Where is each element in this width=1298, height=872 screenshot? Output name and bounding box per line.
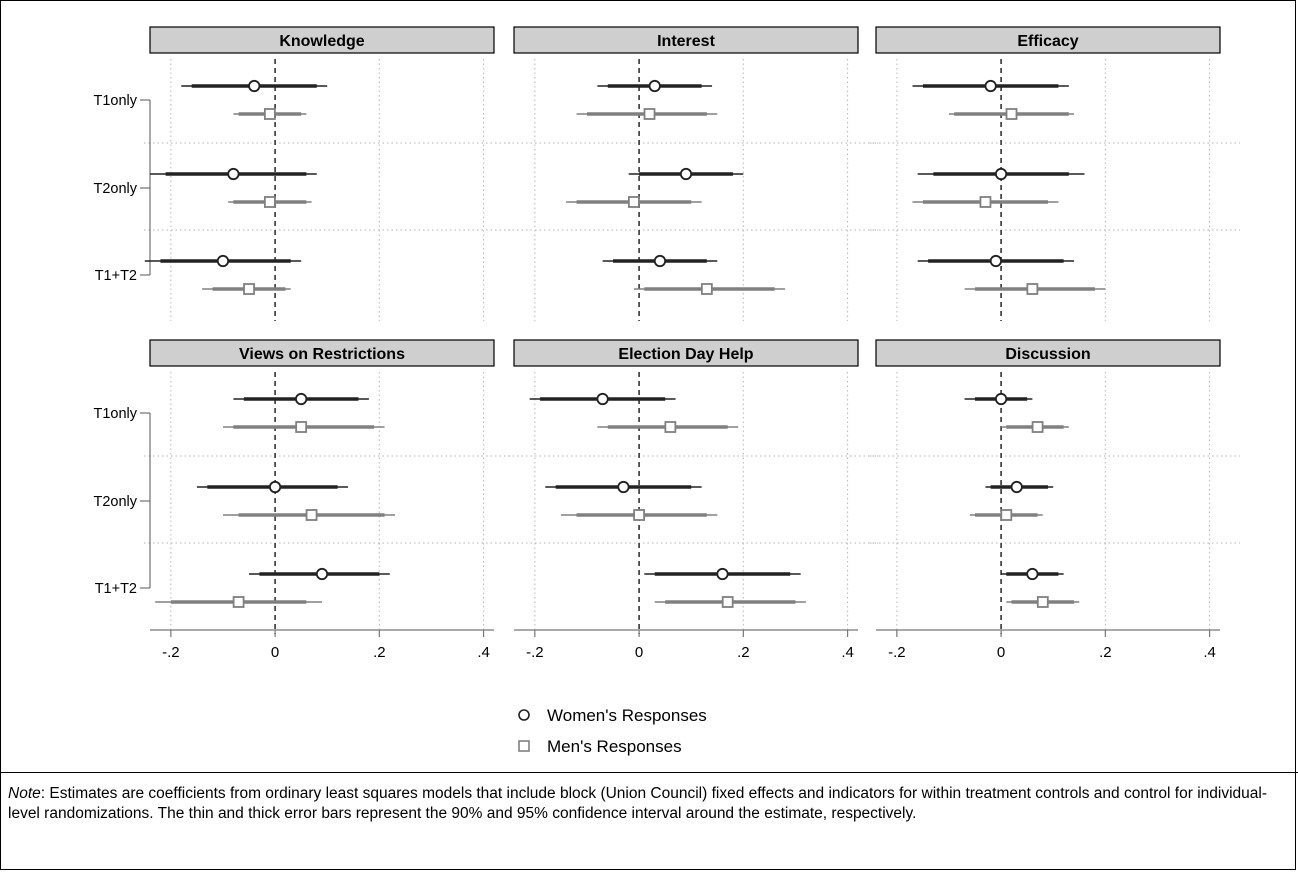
- panel-title: Knowledge: [279, 33, 364, 50]
- x-tick-label: .4: [477, 644, 490, 661]
- estimate-point-women: [268, 480, 282, 494]
- note-divider: [0, 772, 1298, 773]
- panel-title: Election Day Help: [618, 346, 753, 363]
- panel-title-strip: [513, 26, 859, 54]
- x-tick-label: 0: [635, 644, 643, 661]
- x-tick-label: -.2: [888, 644, 906, 661]
- x-tick-label: -.2: [162, 644, 180, 661]
- panel-title: Views on Restrictions: [239, 346, 405, 363]
- estimate-point-women: [596, 392, 609, 406]
- x-tick-label: -.2: [526, 644, 544, 661]
- x-tick-label: .2: [737, 644, 750, 661]
- estimate-point-women: [716, 567, 729, 581]
- x-tick-label: .2: [1099, 644, 1112, 661]
- estimate-point-men: [627, 196, 640, 208]
- row-label: T2only: [93, 181, 137, 197]
- legend-marker-women: [518, 709, 530, 721]
- estimate-point-men: [243, 283, 255, 295]
- note-label: Note: [8, 785, 41, 802]
- panel-title-strip: [149, 26, 495, 54]
- row-label: T2only: [93, 494, 137, 510]
- estimate-point-women: [1010, 480, 1023, 494]
- estimate-point-men: [263, 108, 276, 120]
- row-label: T1only: [93, 93, 137, 109]
- estimate-point-women: [315, 567, 329, 581]
- estimate-point-women: [653, 254, 667, 268]
- row-label: T1+T2: [95, 268, 137, 284]
- estimate-point-men: [643, 108, 656, 120]
- estimate-point-men: [1000, 509, 1013, 521]
- estimate-point-men: [263, 196, 276, 208]
- estimate-point-women: [984, 79, 997, 93]
- estimate-point-women: [648, 79, 661, 93]
- estimate-point-women: [994, 392, 1008, 406]
- coefficient-plot: Knowledge T1only T2only T1+T2 Interest Effica…: [93, 26, 1240, 756]
- estimate-point-men: [1036, 596, 1049, 608]
- estimate-point-women: [989, 254, 1002, 268]
- estimate-point-men: [664, 421, 677, 433]
- panel-title-strip: [149, 339, 495, 367]
- figure-note: Note: Estimates are coefficients from or…: [8, 784, 1283, 824]
- estimate-point-women: [617, 480, 630, 494]
- estimate-point-men: [295, 421, 308, 433]
- x-tick-label: 0: [997, 644, 1005, 661]
- estimate-point-women: [227, 167, 240, 181]
- estimate-point-men: [1026, 283, 1039, 295]
- estimate-point-women: [216, 254, 230, 268]
- estimate-point-men: [979, 196, 992, 208]
- estimate-point-women: [248, 79, 261, 93]
- estimate-point-men: [633, 509, 645, 521]
- panel-title: Discussion: [1005, 346, 1090, 363]
- estimate-point-men: [700, 283, 713, 295]
- estimate-point-men: [1031, 421, 1044, 433]
- x-tick-label: .4: [841, 644, 854, 661]
- estimate-point-men: [721, 596, 734, 608]
- panel-title: Efficacy: [1017, 33, 1078, 50]
- estimate-point-men: [305, 509, 318, 521]
- legend-label: Men's Responses: [547, 737, 682, 756]
- x-tick-label: .2: [373, 644, 386, 661]
- panel-title-strip: [513, 339, 859, 367]
- note-text: : Estimates are coefficients from ordina…: [8, 785, 1267, 822]
- panel-title: Interest: [657, 33, 715, 50]
- estimate-point-women: [994, 167, 1008, 181]
- estimate-point-women: [679, 167, 693, 181]
- panel-title-strip: [875, 26, 1221, 54]
- estimate-point-women: [295, 392, 308, 406]
- estimate-point-women: [1026, 567, 1039, 581]
- legend-marker-men: [518, 740, 530, 752]
- x-tick-label: .4: [1203, 644, 1216, 661]
- estimate-point-men: [1005, 108, 1018, 120]
- x-tick-label: 0: [271, 644, 279, 661]
- row-label: T1+T2: [95, 581, 137, 597]
- panel-title-strip: [875, 339, 1221, 367]
- row-label: T1only: [93, 406, 137, 422]
- estimate-point-men: [232, 596, 245, 608]
- legend-label: Women's Responses: [547, 706, 707, 725]
